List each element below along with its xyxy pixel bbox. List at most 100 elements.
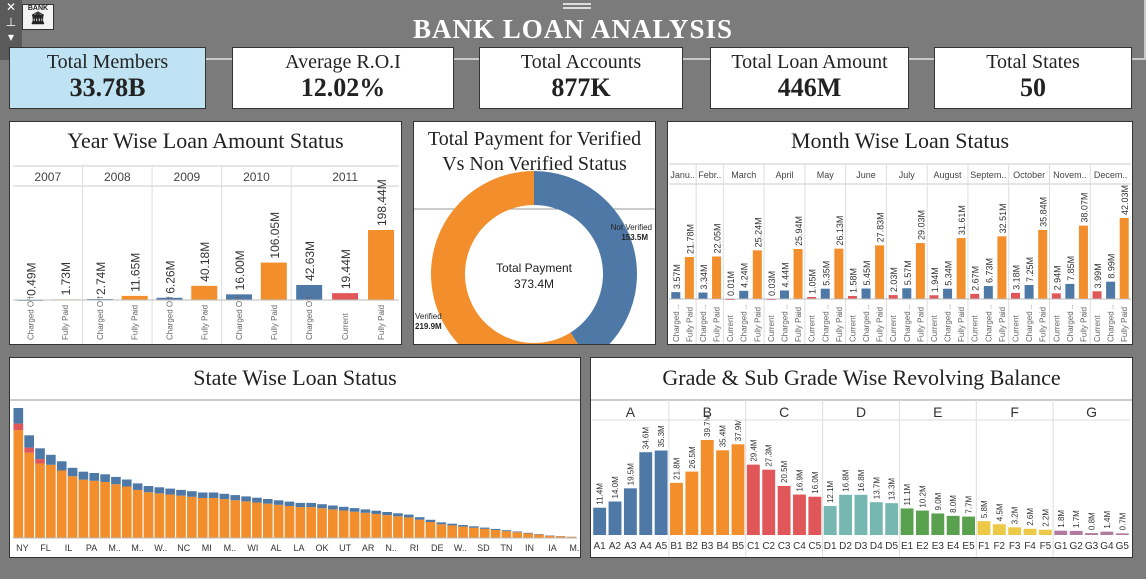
bar-charged-off xyxy=(403,514,414,518)
x-tick-label: MI xyxy=(202,543,212,553)
page-title: BANK LOAN ANALYSIS xyxy=(412,14,734,44)
bar xyxy=(997,236,1007,299)
data-label: 38.07M xyxy=(1079,193,1089,223)
bar xyxy=(861,288,871,299)
chart-title: Month Wise Loan Status xyxy=(790,128,1010,153)
data-label: 198.44M xyxy=(375,179,389,226)
bar-fully-paid xyxy=(176,495,186,538)
x-tick-label: Charged .. xyxy=(699,305,708,342)
bar xyxy=(716,450,730,535)
bar-fully-paid xyxy=(78,479,89,538)
x-tick-label: A3 xyxy=(624,541,637,552)
data-label: 19.44M xyxy=(339,249,353,289)
bar xyxy=(915,243,925,299)
data-label: 0.8M xyxy=(1088,512,1097,530)
bar xyxy=(931,513,945,535)
bar-fully-paid xyxy=(458,526,468,538)
x-tick-label: Fully Paid xyxy=(270,305,279,340)
bar xyxy=(956,238,966,299)
bar-fully-paid xyxy=(219,499,230,538)
x-tick-label: Fully Paid xyxy=(916,307,925,342)
bar-fully-paid xyxy=(469,527,479,538)
bar xyxy=(685,471,699,535)
bar xyxy=(1038,229,1048,299)
data-label: 32.51M xyxy=(998,203,1008,233)
data-label: 42.03M xyxy=(1120,185,1130,215)
drag-handle[interactable] xyxy=(563,3,591,9)
grade-header: A xyxy=(626,404,636,420)
data-label: 11.65M xyxy=(129,253,143,292)
bar xyxy=(121,295,148,300)
x-tick-label: Current xyxy=(848,315,857,342)
kpi-value: 50 xyxy=(1020,73,1046,102)
bar-charged-off xyxy=(46,454,56,465)
slice-not-verified xyxy=(534,171,637,344)
close-icon[interactable]: ✕ xyxy=(5,0,17,14)
bar-charged-off xyxy=(154,487,165,494)
month-header: July xyxy=(899,170,916,180)
data-label: 42.63M xyxy=(303,241,317,281)
data-label: 3.18M xyxy=(1012,265,1022,290)
data-label: 35.84M xyxy=(1039,197,1049,227)
bar-charged-off xyxy=(306,502,316,508)
bar xyxy=(739,290,749,299)
x-tick-label: Charged .. xyxy=(984,305,993,342)
bar-fully-paid xyxy=(24,452,34,538)
bar xyxy=(1051,293,1061,299)
data-label: 2.03M xyxy=(889,267,899,292)
x-tick-label: A2 xyxy=(609,541,622,552)
kpi-value: 33.78B xyxy=(69,73,146,102)
bar-charged-off xyxy=(165,488,175,495)
x-tick-label: AR xyxy=(362,543,375,553)
kpi-label: Total Accounts xyxy=(520,51,642,73)
x-tick-label: Charged .. xyxy=(1066,305,1075,342)
pin-icon[interactable]: ⊥ xyxy=(5,15,17,29)
data-label: 5.35M xyxy=(821,261,831,286)
x-tick-label: C4 xyxy=(793,541,806,552)
bar xyxy=(888,295,898,299)
x-tick-label: C1 xyxy=(747,541,760,552)
bar-fully-paid xyxy=(273,504,284,538)
bar-fully-paid xyxy=(317,508,327,538)
bar-current xyxy=(13,423,24,431)
x-tick-label: Fully Paid xyxy=(200,305,209,340)
bar-fully-paid xyxy=(100,481,110,538)
data-label: 0.03M xyxy=(767,271,777,296)
bar-charged-off xyxy=(284,501,295,506)
bar-fully-paid xyxy=(414,519,425,538)
month-header: March xyxy=(731,170,756,180)
center-label: Total Payment xyxy=(496,261,573,275)
kpi-average-roi[interactable]: Average R.O.I 12.02% xyxy=(232,47,454,109)
bank-icon: 🏛 xyxy=(30,11,46,25)
bar xyxy=(929,295,939,299)
month-header: Janu.. xyxy=(670,170,695,180)
bar-charged-off xyxy=(317,504,327,509)
x-tick-label: D1 xyxy=(824,541,837,552)
kpi-total-members[interactable]: Total Members 33.78B xyxy=(9,47,206,109)
grade-header: E xyxy=(933,404,942,420)
data-label: 8.99M xyxy=(1107,254,1117,279)
kpi-total-accounts[interactable]: Total Accounts 877K xyxy=(479,47,683,109)
bar xyxy=(962,516,975,535)
data-label: 16.0M xyxy=(811,471,820,494)
x-tick-label: FL xyxy=(40,543,51,553)
month-header: Novem.. xyxy=(1053,170,1087,180)
x-tick-label: Charged .. xyxy=(862,305,871,342)
bar xyxy=(834,248,844,299)
bar-charged-off xyxy=(490,528,501,530)
kpi-total-loan-amount[interactable]: Total Loan Amount 446M xyxy=(710,47,909,109)
chart-title: Total Payment for Verified Vs Non Verifi… xyxy=(427,128,642,175)
bar xyxy=(823,506,837,535)
data-label: 25.94M xyxy=(794,216,804,246)
bar-charged-off xyxy=(425,519,436,522)
slice-verified xyxy=(431,171,578,344)
chevron-down-icon[interactable]: ▾ xyxy=(7,30,15,44)
kpi-total-states[interactable]: Total States 50 xyxy=(934,47,1132,109)
bar-charged-off xyxy=(360,509,371,513)
x-tick-label: E3 xyxy=(932,541,945,552)
x-tick-label: E5 xyxy=(962,541,975,552)
data-label: 2.67M xyxy=(971,266,981,291)
bar xyxy=(777,485,791,535)
bar-fully-paid xyxy=(382,515,392,538)
bar-fully-paid xyxy=(13,430,24,538)
